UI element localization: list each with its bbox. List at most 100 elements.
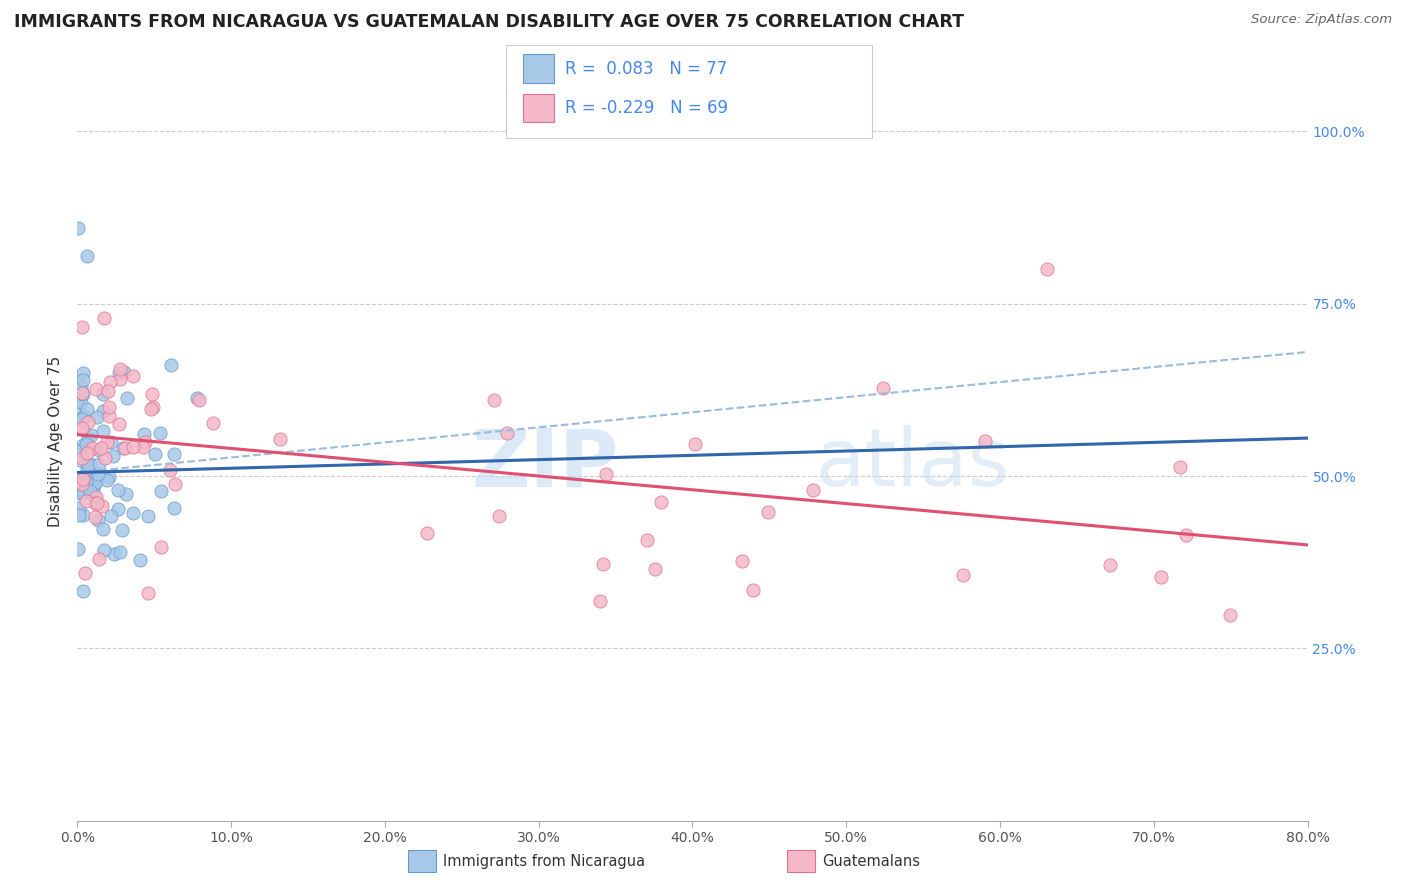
Point — [69, 417, 91, 432]
Point — [67, 386, 90, 401]
Point — [163, 447, 186, 461]
Point — [112, 365, 135, 379]
Point — [70, 484, 93, 499]
Point — [79, 483, 101, 498]
Point — [97, 384, 120, 399]
Point — [163, 501, 186, 516]
Point — [89, 442, 111, 457]
Text: Source: ZipAtlas.com: Source: ZipAtlas.com — [1251, 13, 1392, 27]
Point — [112, 441, 135, 455]
Point — [90, 500, 112, 514]
Point — [484, 393, 506, 408]
Point — [872, 381, 894, 395]
Point — [86, 467, 108, 481]
Point — [201, 416, 224, 430]
Point — [70, 394, 93, 409]
Point — [70, 380, 93, 394]
Point — [1218, 607, 1240, 622]
Point — [98, 400, 121, 414]
Point — [136, 508, 159, 523]
Point — [72, 373, 94, 387]
Point — [70, 476, 93, 491]
Point — [1175, 528, 1198, 542]
Point — [416, 526, 439, 541]
Point — [94, 451, 117, 466]
Point — [186, 391, 208, 405]
Point — [86, 410, 108, 425]
Point — [103, 547, 125, 561]
Point — [67, 486, 90, 500]
Point — [91, 522, 114, 536]
Text: IMMIGRANTS FROM NICARAGUA VS GUATEMALAN DISABILITY AGE OVER 75 CORRELATION CHART: IMMIGRANTS FROM NICARAGUA VS GUATEMALAN … — [14, 13, 965, 31]
Point — [76, 415, 98, 429]
Point — [70, 450, 93, 465]
Point — [91, 387, 114, 401]
Point — [90, 442, 112, 456]
Point — [84, 382, 107, 396]
Point — [76, 477, 98, 491]
Point — [644, 562, 666, 576]
Point — [72, 472, 94, 486]
Point — [111, 523, 134, 537]
Point — [93, 543, 115, 558]
Point — [108, 361, 131, 376]
Point — [149, 483, 172, 498]
Point — [100, 435, 122, 450]
Point — [100, 508, 122, 523]
Point — [107, 483, 129, 498]
Point — [108, 372, 131, 386]
Point — [77, 458, 100, 472]
Point — [141, 387, 163, 401]
Point — [76, 402, 98, 417]
Point — [636, 533, 658, 548]
Point — [187, 393, 209, 408]
Text: R =  0.083   N = 77: R = 0.083 N = 77 — [565, 60, 727, 78]
Point — [159, 463, 181, 477]
Point — [70, 411, 93, 425]
Point — [592, 557, 614, 571]
Point — [79, 470, 101, 484]
Point — [107, 366, 129, 380]
Point — [96, 473, 118, 487]
Point — [589, 593, 612, 607]
Point — [83, 510, 105, 524]
Point — [67, 541, 90, 556]
Point — [132, 440, 155, 454]
Text: Immigrants from Nicaragua: Immigrants from Nicaragua — [443, 855, 645, 869]
Point — [108, 545, 131, 559]
Point — [103, 449, 125, 463]
Point — [80, 428, 103, 442]
Point — [974, 434, 997, 448]
Point — [79, 457, 101, 471]
Point — [269, 432, 291, 446]
Point — [97, 409, 120, 424]
Point — [98, 375, 121, 389]
Point — [82, 480, 104, 494]
Point — [91, 403, 114, 417]
Point — [84, 475, 107, 489]
Point — [488, 509, 510, 524]
Point — [87, 457, 110, 471]
Point — [132, 426, 155, 441]
Point — [69, 508, 91, 522]
Point — [128, 552, 150, 566]
Point — [75, 437, 97, 451]
Point — [758, 505, 780, 519]
Point — [143, 447, 166, 461]
Point — [87, 552, 110, 566]
Point — [91, 468, 114, 483]
Y-axis label: Disability Age Over 75: Disability Age Over 75 — [48, 356, 63, 527]
Point — [87, 513, 110, 527]
Point — [122, 506, 145, 520]
Point — [70, 320, 93, 334]
Point — [84, 490, 107, 504]
Point — [115, 487, 138, 501]
Point — [75, 566, 97, 580]
Point — [122, 440, 145, 454]
Point — [82, 482, 104, 496]
Point — [72, 438, 94, 452]
Point — [1168, 460, 1191, 475]
Point — [73, 409, 96, 424]
Point — [72, 366, 94, 380]
Point — [84, 496, 107, 510]
